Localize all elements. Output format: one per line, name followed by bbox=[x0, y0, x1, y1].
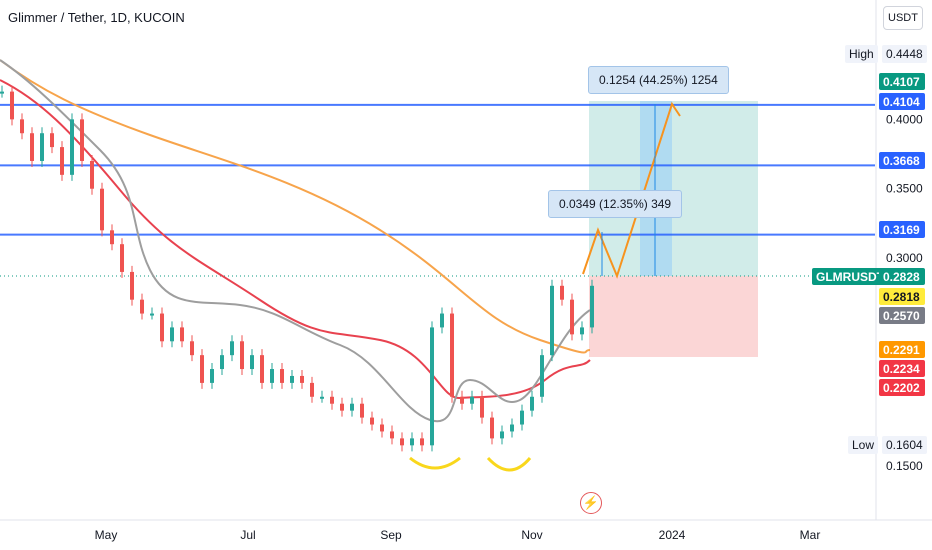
x-tick-label: 2024 bbox=[659, 528, 686, 542]
candle bbox=[50, 133, 54, 148]
candle bbox=[530, 396, 534, 411]
candle bbox=[400, 438, 404, 446]
candle bbox=[510, 424, 514, 432]
short-measurement-label[interactable]: 0.0349 (12.35%) 349 bbox=[548, 190, 683, 218]
candle bbox=[150, 313, 154, 316]
symbol-tag: GLMRUSDT bbox=[812, 268, 888, 285]
candle bbox=[330, 396, 334, 404]
price-tag: 0.4104 bbox=[879, 93, 925, 110]
candle bbox=[390, 431, 394, 439]
candle bbox=[590, 285, 594, 328]
candle bbox=[440, 313, 444, 328]
candle bbox=[40, 133, 44, 161]
ma-50-line bbox=[0, 79, 591, 400]
candle bbox=[260, 355, 264, 383]
candle bbox=[210, 369, 214, 383]
candle bbox=[110, 230, 114, 245]
candle bbox=[70, 119, 74, 175]
candle bbox=[370, 417, 374, 425]
price-tag: 0.4107 bbox=[879, 73, 925, 90]
candle bbox=[430, 327, 434, 446]
profit-zone bbox=[589, 101, 758, 276]
candle bbox=[360, 403, 364, 418]
price-tag: 0.3169 bbox=[879, 221, 925, 238]
loss-zone bbox=[589, 276, 758, 357]
y-tick-label: 0.3000 bbox=[886, 251, 923, 265]
price-tag: 0.2570 bbox=[879, 307, 925, 324]
candle bbox=[300, 375, 304, 383]
candle bbox=[60, 147, 64, 175]
candle bbox=[90, 160, 94, 189]
candle bbox=[350, 403, 354, 411]
candle bbox=[10, 91, 14, 120]
candle bbox=[290, 375, 294, 383]
price-tag: 0.2234 bbox=[879, 360, 925, 377]
candle bbox=[420, 438, 424, 446]
candle bbox=[80, 119, 84, 161]
projection-path bbox=[582, 101, 681, 279]
x-tick-label: Jul bbox=[240, 528, 255, 542]
candle bbox=[20, 119, 24, 134]
high-value: 0.4448 bbox=[882, 45, 927, 63]
candle bbox=[200, 355, 204, 383]
ma-20-line bbox=[0, 59, 591, 423]
candle bbox=[230, 341, 234, 356]
x-tick-label: Sep bbox=[380, 528, 402, 542]
candle bbox=[180, 327, 184, 342]
candle bbox=[140, 299, 144, 314]
candle bbox=[340, 403, 344, 411]
candle bbox=[100, 188, 104, 231]
candle bbox=[500, 431, 504, 439]
price-tag: 0.3668 bbox=[879, 152, 925, 169]
candle bbox=[130, 271, 134, 300]
candle bbox=[470, 396, 474, 404]
candle bbox=[480, 396, 484, 418]
x-tick-label: Nov bbox=[521, 528, 542, 542]
high-label: High bbox=[845, 45, 878, 63]
x-tick-label: Mar bbox=[800, 528, 821, 542]
lightning-icon[interactable]: ⚡ bbox=[580, 492, 602, 514]
candle bbox=[490, 417, 494, 439]
double-bottom-mark-left bbox=[409, 456, 461, 470]
candle bbox=[570, 299, 574, 335]
candle bbox=[560, 285, 564, 300]
candle bbox=[220, 355, 224, 370]
price-tag: 0.2818 bbox=[879, 288, 925, 305]
price-tag: 0.2828 bbox=[879, 268, 925, 285]
candle bbox=[160, 313, 164, 342]
candle bbox=[550, 285, 554, 356]
price-tag: 0.2202 bbox=[879, 379, 925, 396]
low-value: 0.1604 bbox=[882, 436, 927, 454]
symbol-title: Glimmer / Tether, 1D, KUCOIN bbox=[8, 10, 185, 25]
currency-button[interactable]: USDT bbox=[883, 6, 923, 30]
candle bbox=[520, 410, 524, 425]
candle bbox=[460, 396, 464, 404]
long-measurement-label[interactable]: 0.1254 (44.25%) 1254 bbox=[588, 66, 729, 94]
candle bbox=[450, 313, 454, 397]
candle bbox=[280, 369, 284, 383]
candle bbox=[120, 244, 124, 272]
y-tick-label: 0.1500 bbox=[886, 459, 923, 473]
y-tick-label: 0.4000 bbox=[886, 112, 923, 126]
candle bbox=[410, 438, 414, 446]
price-tag: 0.2291 bbox=[879, 341, 925, 358]
low-label: Low bbox=[848, 436, 879, 454]
candle bbox=[250, 355, 254, 370]
ma-200-line bbox=[0, 59, 591, 354]
candle bbox=[320, 396, 324, 399]
double-bottom-mark-right bbox=[486, 456, 532, 472]
candle bbox=[310, 382, 314, 397]
candle bbox=[30, 133, 34, 161]
y-tick-label: 0.3500 bbox=[886, 182, 923, 196]
candle bbox=[240, 341, 244, 370]
candle bbox=[380, 424, 384, 432]
candle bbox=[540, 355, 544, 397]
candle bbox=[190, 341, 194, 356]
x-tick-label: May bbox=[95, 528, 118, 542]
candle bbox=[170, 327, 174, 342]
candle bbox=[580, 327, 584, 335]
candle bbox=[270, 369, 274, 383]
candle bbox=[0, 91, 4, 94]
